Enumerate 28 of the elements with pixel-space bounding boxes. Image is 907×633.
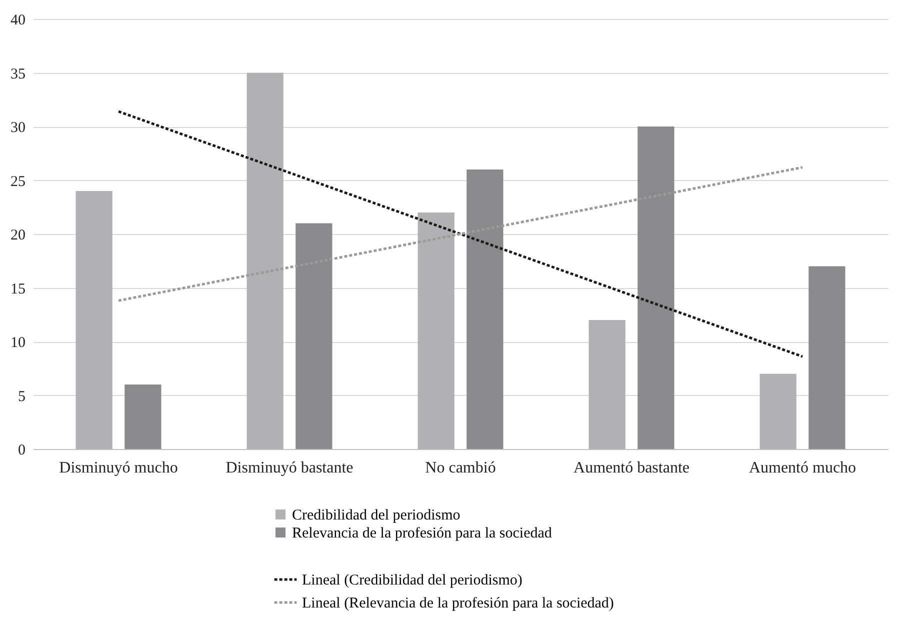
y-tick-label: 10 <box>10 335 26 351</box>
y-tick-label: 30 <box>10 120 26 136</box>
legend-label: Lineal (Credibilidad del periodismo) <box>302 572 522 588</box>
legend-label: Credibilidad del periodismo <box>292 508 460 524</box>
bar <box>588 320 626 449</box>
bar <box>124 384 162 449</box>
bar <box>808 266 846 449</box>
x-tick-label: Disminuyó bastante <box>226 460 354 476</box>
x-tick-label: Aumentó bastante <box>574 460 690 476</box>
bar <box>246 72 284 449</box>
x-tick-label: Disminuyó mucho <box>59 460 178 476</box>
legend-label: Lineal (Relevancia de la profesión para la sociedad) <box>302 596 614 612</box>
bar <box>638 126 674 449</box>
y-tick-label: 5 <box>18 388 26 405</box>
x-tick-label: Aumentó mucho <box>748 460 856 476</box>
bar <box>418 212 454 449</box>
y-tick-label: 0 <box>18 442 26 458</box>
x-tick-label: No cambió <box>425 460 496 476</box>
y-tick-label: 35 <box>10 66 26 82</box>
bar <box>76 191 112 449</box>
legend-label: Relevancia de la profesión para la sociedad <box>292 526 552 542</box>
y-tick-label: 25 <box>10 174 26 190</box>
bar <box>466 170 504 449</box>
y-tick-label: 15 <box>10 281 26 298</box>
y-tick-label: 20 <box>10 228 26 244</box>
bar <box>296 223 332 449</box>
y-tick-label: 40 <box>10 12 26 28</box>
bar <box>760 374 796 449</box>
